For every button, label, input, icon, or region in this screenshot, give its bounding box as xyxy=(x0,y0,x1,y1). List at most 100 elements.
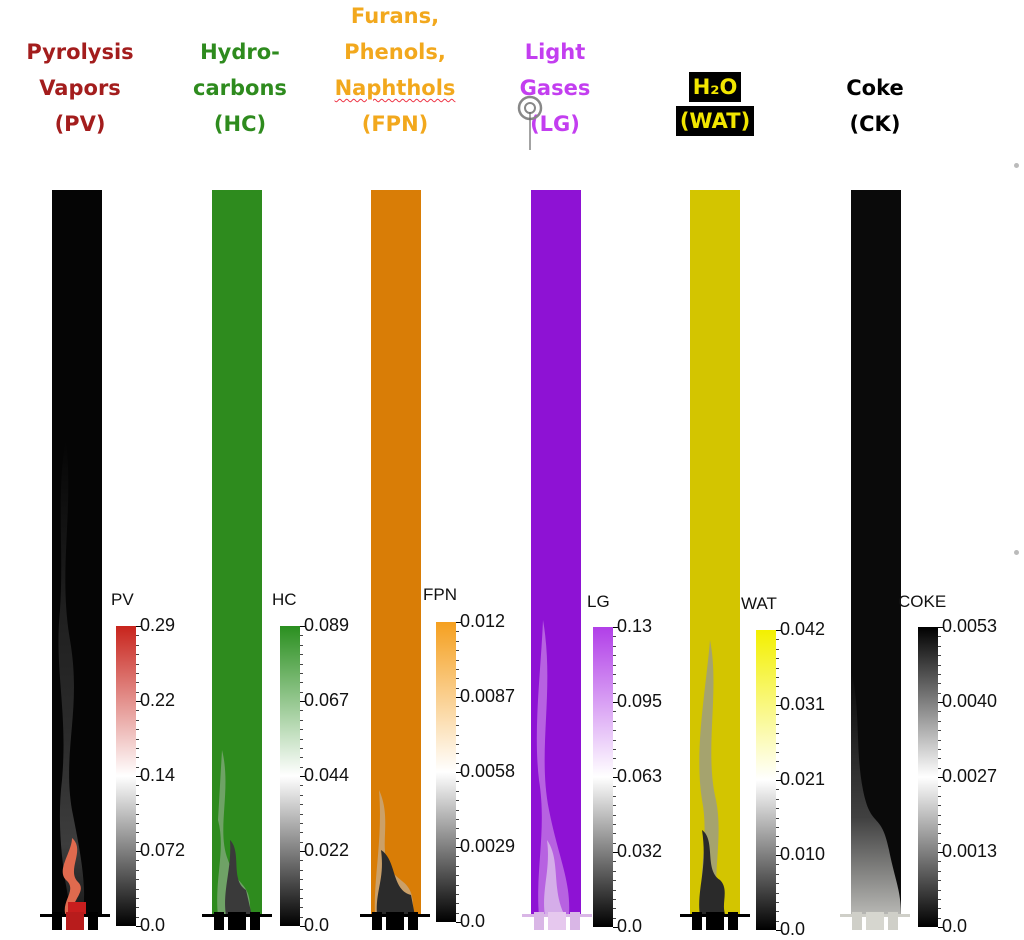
colorbar-minor-tick xyxy=(300,682,303,684)
colorbar-minor-tick xyxy=(938,664,941,666)
colorbar-minor-tick xyxy=(456,650,459,652)
colorbar-minor-tick xyxy=(776,826,779,828)
colorbar-minor-tick xyxy=(136,869,139,871)
colorbar-tick-label: 0.042 xyxy=(780,619,826,639)
colorbar-minor-tick xyxy=(776,873,779,875)
colorbar-hc xyxy=(280,626,300,926)
colorbar-tick-label: 0.0053 xyxy=(942,616,998,636)
colorbar-minor-tick xyxy=(136,888,139,890)
colorbar-minor-tick xyxy=(456,818,459,820)
colorbar-minor-tick xyxy=(938,880,941,882)
colorbar-minor-tick xyxy=(300,860,303,862)
colorbar-minor-tick xyxy=(300,672,303,674)
colorbar-minor-tick xyxy=(938,908,941,910)
colorbar-minor-tick xyxy=(300,738,303,740)
colorbar-minor-tick xyxy=(938,842,941,844)
colorbar-tick-label: 0.14 xyxy=(140,765,176,785)
colorbar-tick-label: 0.0087 xyxy=(460,686,516,706)
colorbar-minor-tick xyxy=(613,655,616,657)
inlet-base-fpn xyxy=(360,912,430,930)
colorbar-minor-tick xyxy=(613,814,616,816)
colorbar-tick-label: 0.29 xyxy=(140,615,176,635)
heading-line: H₂O xyxy=(688,72,742,102)
colorbar-minor-tick xyxy=(136,719,139,721)
colorbar-minor-tick xyxy=(136,860,139,862)
colorbar-major-tick xyxy=(136,926,142,927)
colorbar-minor-tick xyxy=(300,804,303,806)
colorbar-minor-tick xyxy=(136,879,139,881)
colorbar-major-tick xyxy=(938,627,944,628)
colorbar-minor-tick xyxy=(776,798,779,800)
colorbar-minor-tick xyxy=(456,734,459,736)
colorbar-minor-tick xyxy=(300,719,303,721)
heading-line: Gases xyxy=(519,76,591,100)
colorbar-minor-tick xyxy=(613,833,616,835)
heading-line: Vapors xyxy=(39,76,121,100)
colorbar-minor-tick xyxy=(300,654,303,656)
colorbar-minor-tick xyxy=(136,897,139,899)
colorbar-minor-tick xyxy=(300,691,303,693)
colorbar-minor-tick xyxy=(613,786,616,788)
colorbar-minor-tick xyxy=(938,767,941,769)
colorbar-title-hc: HC xyxy=(272,590,297,609)
edge-mark xyxy=(1014,163,1019,168)
heading-line: Hydro- xyxy=(200,40,280,64)
colorbar-minor-tick xyxy=(938,748,941,750)
colorbar-minor-tick xyxy=(776,920,779,922)
colorbar-tick-label: 0.089 xyxy=(304,615,350,635)
heading-line: (FPN) xyxy=(361,112,429,136)
colorbar-major-tick xyxy=(938,852,944,853)
colorbar-minor-tick xyxy=(456,884,459,886)
colorbar-minor-tick xyxy=(776,883,779,885)
heading-line: Phenols, xyxy=(344,40,446,64)
wat-plume xyxy=(699,640,726,916)
reactor-column-pv xyxy=(52,190,102,916)
colorbar-minor-tick xyxy=(938,673,941,675)
colorbar-major-tick xyxy=(300,851,306,852)
colorbar-minor-tick xyxy=(300,888,303,890)
colorbar-tick-label: 0.0029 xyxy=(460,836,516,856)
colorbar-tick-label: 0.0 xyxy=(140,915,166,935)
colorbar-minor-tick xyxy=(938,655,941,657)
colorbar-minor-tick xyxy=(776,808,779,810)
colorbar-tick-label: 0.032 xyxy=(617,841,663,861)
colorbar-minor-tick xyxy=(613,908,616,910)
colorbar-minor-tick xyxy=(613,730,616,732)
colorbar-minor-tick xyxy=(613,805,616,807)
colorbar-major-tick xyxy=(456,922,462,923)
colorbar-tick-label: 0.0 xyxy=(942,916,968,936)
colorbar-minor-tick xyxy=(300,729,303,731)
colorbar-minor-tick xyxy=(613,748,616,750)
colorbar-tick-label: 0.0 xyxy=(460,911,486,931)
colorbar-major-tick xyxy=(776,930,782,931)
colorbar-minor-tick xyxy=(456,903,459,905)
colorbar-pv xyxy=(116,626,136,926)
inlet-base-ck xyxy=(840,912,910,930)
colorbar-minor-tick xyxy=(613,795,616,797)
colorbar-major-tick xyxy=(456,772,462,773)
colorbar-minor-tick xyxy=(456,800,459,802)
heading-line: (CK) xyxy=(849,112,901,136)
colorbar-minor-tick xyxy=(613,673,616,675)
colorbar-minor-tick xyxy=(776,761,779,763)
colorbar-minor-tick xyxy=(613,692,616,694)
colorbar-minor-tick xyxy=(776,733,779,735)
colorbar-minor-tick xyxy=(456,668,459,670)
colorbar-tick-label: 0.0 xyxy=(617,916,643,936)
colorbar-minor-tick xyxy=(613,645,616,647)
colorbar-major-tick xyxy=(456,622,462,623)
colorbar-minor-tick xyxy=(776,648,779,650)
colorbar-tick-label: 0.072 xyxy=(140,840,186,860)
colorbar-minor-tick xyxy=(938,692,941,694)
heading-hydrocarbons: Hydro- carbons (HC) xyxy=(165,34,315,142)
colorbar-minor-tick xyxy=(300,757,303,759)
colorbar-minor-tick xyxy=(613,758,616,760)
reactor-column-lg xyxy=(531,190,581,916)
colorbar-minor-tick xyxy=(776,817,779,819)
colorbar-minor-tick xyxy=(136,916,139,918)
colorbar-minor-tick xyxy=(776,770,779,772)
colorbar-minor-tick xyxy=(776,845,779,847)
colorbar-major-tick xyxy=(613,852,619,853)
colorbar-minor-tick xyxy=(456,809,459,811)
colorbar-minor-tick xyxy=(136,682,139,684)
